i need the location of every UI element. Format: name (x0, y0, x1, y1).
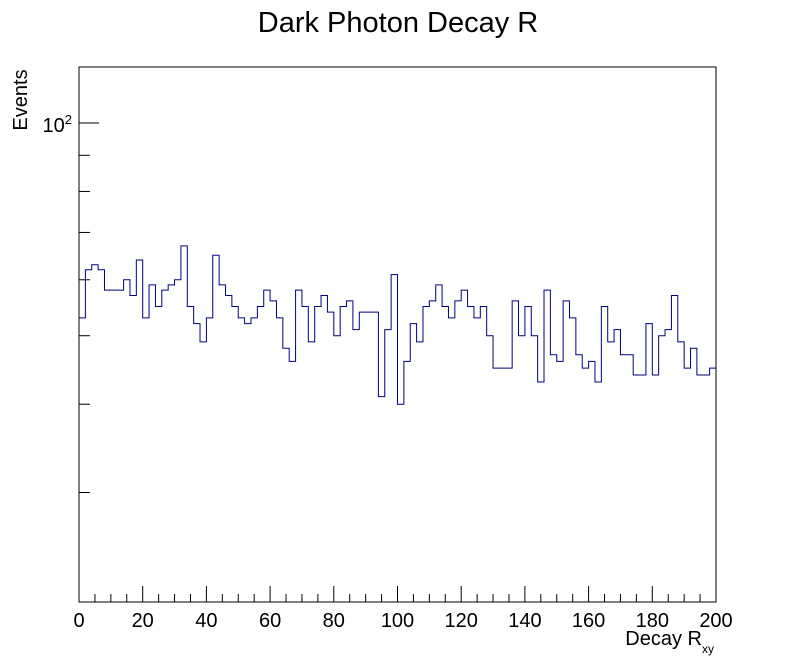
x-tick-label: 120 (445, 610, 478, 632)
x-axis-title-subscript: xy (702, 642, 714, 656)
x-tick-label: 140 (508, 610, 541, 632)
y-axis: 102 (43, 112, 99, 494)
x-tick-label: 40 (195, 610, 217, 632)
histogram-series (79, 245, 716, 405)
x-axis-title-main: Decay R (625, 628, 702, 650)
y-tick-label-exponent: 2 (65, 112, 72, 127)
x-tick-label: 0 (73, 610, 84, 632)
x-tick-label: 180 (636, 610, 669, 632)
x-tick-label: 160 (572, 610, 605, 632)
x-axis: 0 20 40 60 80 100 120 140 160 180 200 (73, 586, 733, 632)
y-tick-label-base: 10 (43, 115, 65, 137)
x-tick-label: 200 (699, 610, 732, 632)
x-tick-label: 60 (259, 610, 281, 632)
x-tick-label: 20 (132, 610, 154, 632)
y-axis-title: Events (10, 69, 32, 130)
x-tick-label: 100 (381, 610, 414, 632)
y-tick-label: 102 (43, 112, 72, 137)
x-tick-label: 80 (323, 610, 345, 632)
x-axis-title: Decay Rxy (625, 628, 714, 656)
chart-title: Dark Photon Decay R (258, 7, 538, 39)
